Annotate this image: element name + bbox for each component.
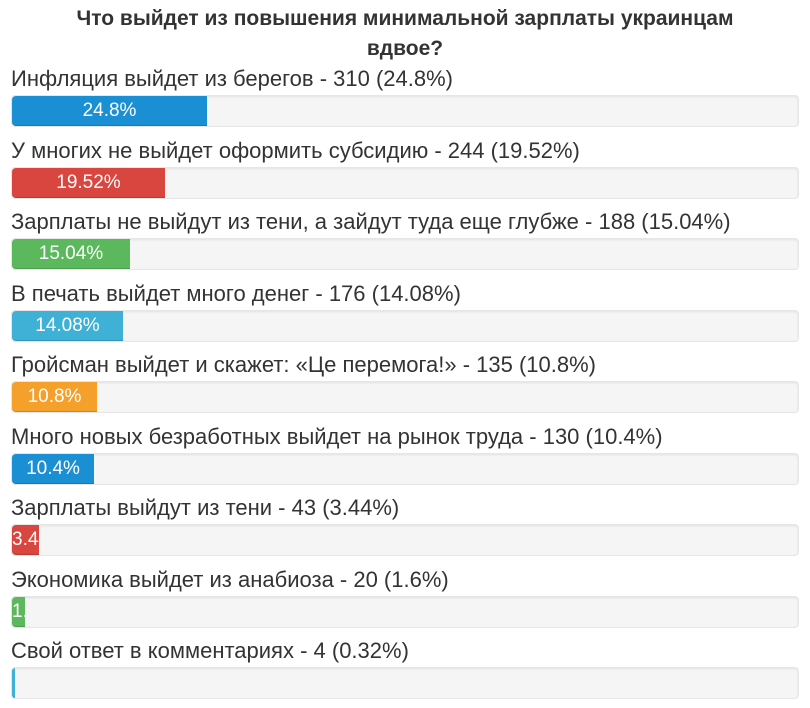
poll-option: В печать выйдет много денег - 176 (14.08… xyxy=(11,279,799,351)
poll-option-label: У многих не выйдет оформить субсидию - 2… xyxy=(11,137,580,163)
poll-bar-track: 1.6% xyxy=(11,595,799,628)
poll-bar-label: 3.44% xyxy=(12,529,39,550)
poll-bar: 24.8% xyxy=(12,96,207,126)
poll-option: Зарплаты выйдут из тени - 43 (3.44%) 3.44… xyxy=(11,493,799,565)
poll-option: Гройсман выйдет и скажет: «Це перемога!»… xyxy=(11,350,799,422)
poll-option-label: В печать выйдет много денег - 176 (14.08… xyxy=(11,280,461,306)
poll-option-label: Много новых безработных выйдет на рынок … xyxy=(11,423,663,449)
poll-bar-label: 10.4% xyxy=(26,457,80,479)
poll-bar-track: 10.8% xyxy=(11,381,799,413)
poll-option: Зарплаты не выйдут из тени, а зайдут туд… xyxy=(11,207,799,279)
poll-bar-track: 10.4% xyxy=(11,452,799,485)
poll-option-label: Инфляция выйдет из берегов - 310 (24.8%) xyxy=(11,66,453,91)
poll-bar-label: 10.8% xyxy=(27,386,82,407)
poll-option-label: Свой ответ в комментариях - 4 (0.32%) xyxy=(11,638,409,663)
poll-bar: 10.8% xyxy=(12,382,97,412)
poll-option: Инфляция выйдет из берегов - 310 (24.8%)… xyxy=(11,64,799,136)
poll-bar: 14.08% xyxy=(12,310,123,341)
poll-option: Много новых безработных выйдет на рынок … xyxy=(11,422,799,494)
poll-option: Экономика выйдет из анабиоза - 20 (1.6%)… xyxy=(11,565,799,637)
poll-bar: 19.52% xyxy=(12,167,165,198)
poll-bar-track: 3.44% xyxy=(11,524,799,556)
poll-option-label: Экономика выйдет из анабиоза - 20 (1.6%) xyxy=(11,566,449,592)
poll-option: У многих не выйдет оформить субсидию - 2… xyxy=(11,136,799,208)
poll-bar xyxy=(12,668,15,698)
poll-bar: 3.44% xyxy=(12,525,39,555)
poll-bar-track: 24.8% xyxy=(11,95,799,127)
poll-bar-label: 1.6% xyxy=(12,600,25,622)
poll-title: Что выйдет из повышения минимальной зарп… xyxy=(0,4,810,64)
poll-results: Инфляция выйдет из берегов - 310 (24.8%)… xyxy=(11,64,799,708)
poll-bar-track: 14.08% xyxy=(11,309,799,342)
poll-bar-label: 15.04% xyxy=(38,243,104,264)
poll-bar: 10.4% xyxy=(12,453,94,484)
poll-option-label: Гройсман выйдет и скажет: «Це перемога!»… xyxy=(11,352,597,377)
poll-bar-track xyxy=(11,667,799,699)
poll-option: Свой ответ в комментариях - 4 (0.32%) xyxy=(11,636,799,708)
poll-bar-label: 24.8% xyxy=(82,100,137,121)
poll-bar: 15.04% xyxy=(12,239,130,269)
poll-bar: 1.6% xyxy=(12,596,25,627)
poll-option-label: Зарплаты не выйдут из тени, а зайдут туд… xyxy=(11,209,731,234)
poll-title-line-2: вдвое? xyxy=(366,37,444,60)
poll-bar-label: 14.08% xyxy=(35,314,100,336)
poll-bar-label: 19.52% xyxy=(56,171,121,193)
poll-option-label: Зарплаты выйдут из тени - 43 (3.44%) xyxy=(11,495,400,520)
poll-bar-track: 19.52% xyxy=(11,166,799,199)
poll-title-line-1: Что выйдет из повышения минимальной зарп… xyxy=(76,7,734,30)
poll-bar-track: 15.04% xyxy=(11,238,799,270)
